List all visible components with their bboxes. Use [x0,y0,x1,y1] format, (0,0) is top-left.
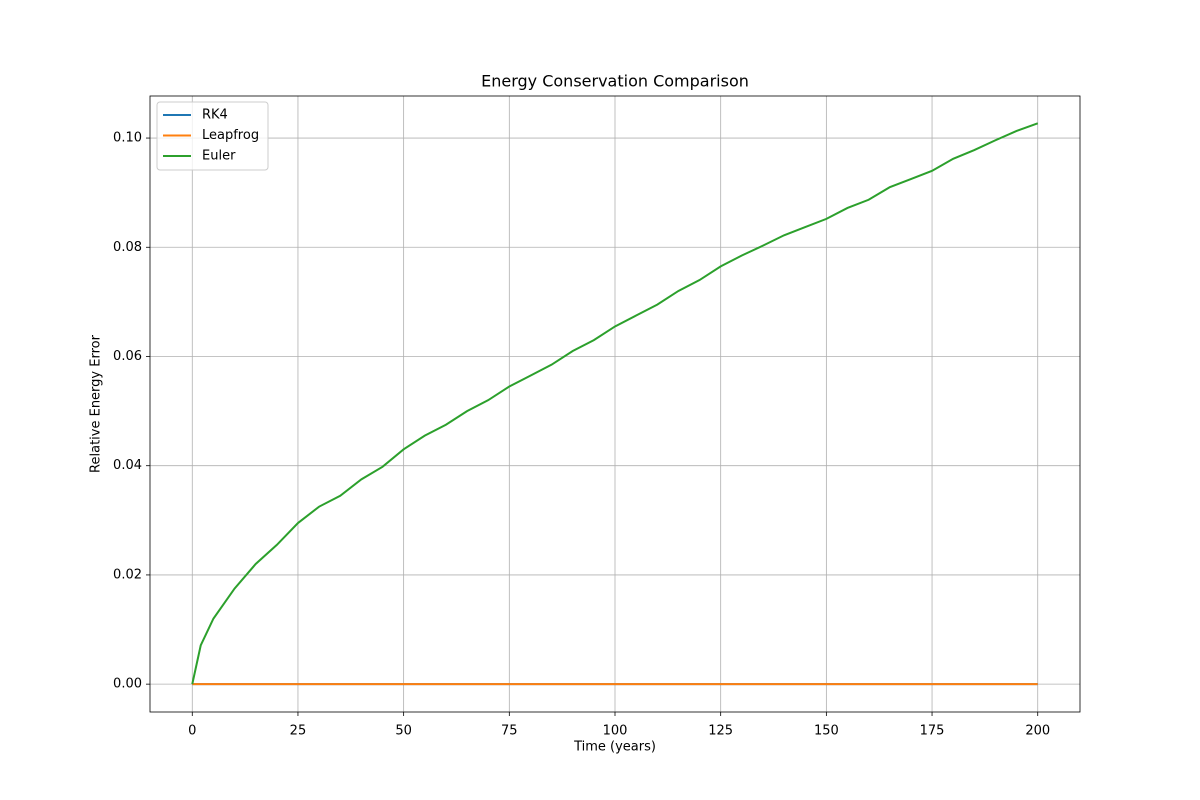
x-tick-label: 175 [920,724,945,739]
legend-label: Euler [202,149,236,164]
y-tick-label: 0.04 [113,458,142,473]
x-tick-label: 25 [290,724,307,739]
y-tick-label: 0.10 [113,131,142,146]
legend-label: Leapfrog [202,128,259,143]
legend-label: RK4 [202,108,228,123]
plot-frame [149,95,1081,713]
data-line [191,122,1039,685]
chart-title: Energy Conservation Comparison [481,72,749,91]
x-axis-label: Time (years) [573,740,656,755]
x-tick-label: 0 [188,724,196,739]
x-tick-label: 200 [1025,724,1050,739]
x-tick-label: 75 [501,724,518,739]
y-tick-label: 0.06 [113,349,142,364]
y-tick-label: 0.08 [113,240,142,255]
y-tick-label: 0.00 [113,677,142,692]
x-tick-label: 125 [708,724,733,739]
legend-box [156,101,269,171]
legend: RK4 Leapfrog Euler [156,101,269,171]
x-tick-label: 50 [395,724,412,739]
y-tick-label: 0.02 [113,567,142,582]
x-tick-label: 100 [603,724,628,739]
x-tick-label: 150 [814,724,839,739]
y-axis-label: Relative Energy Error [89,334,104,473]
